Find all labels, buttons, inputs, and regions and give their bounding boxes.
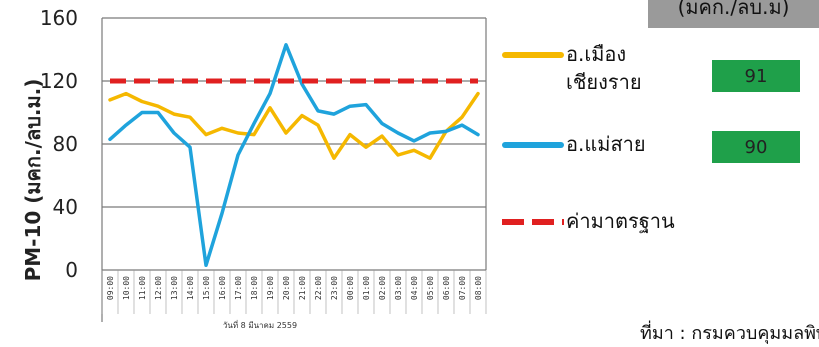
legend-item-muang: อ.เมือง เชียงราย bbox=[502, 40, 642, 96]
y-tick-label: 120 bbox=[40, 69, 78, 93]
x-tick-label: 22:00 bbox=[314, 276, 323, 300]
x-tick-label: 10:00 bbox=[122, 276, 131, 300]
legend-label-muang: อ.เมือง เชียงราย bbox=[566, 40, 642, 96]
x-tick-label: 01:00 bbox=[362, 276, 371, 300]
x-tick-label: 16:00 bbox=[218, 276, 227, 300]
x-tick-label: 11:00 bbox=[138, 276, 147, 300]
legend: อ.เมือง เชียงราย อ.แม่สาย ค่ามาตรฐาน bbox=[500, 0, 819, 336]
legend-swatch-standard bbox=[502, 219, 564, 225]
legend-label-muang-line1: อ.เมือง bbox=[566, 42, 627, 66]
series-line-1 bbox=[108, 43, 480, 268]
legend-swatch-muang bbox=[502, 52, 564, 58]
x-tick-label: 15:00 bbox=[202, 276, 211, 300]
x-axis-date-label: วันที่ 8 มีนาคม 2559 bbox=[223, 319, 297, 330]
x-tick-label: 07:00 bbox=[458, 276, 467, 300]
x-tick-label: 19:00 bbox=[266, 276, 275, 300]
x-tick-label: 08:00 bbox=[474, 276, 483, 300]
x-tick-label: 20:00 bbox=[282, 276, 291, 300]
series-lines bbox=[108, 43, 480, 268]
y-axis-label: PM-10 (มคก./ลบ.ม.) bbox=[21, 79, 45, 282]
x-tick-label: 03:00 bbox=[394, 276, 403, 300]
y-tick-label: 40 bbox=[53, 195, 78, 219]
y-tick-label: 80 bbox=[53, 132, 78, 156]
x-tick-label: 05:00 bbox=[426, 276, 435, 300]
x-tick-label: 14:00 bbox=[186, 276, 195, 300]
y-tick-label: 160 bbox=[40, 6, 78, 30]
x-tick-label: 12:00 bbox=[154, 276, 163, 300]
x-tick-label: 18:00 bbox=[250, 276, 259, 300]
legend-label-maesai: อ.แม่สาย bbox=[566, 132, 646, 156]
y-tick-label: 0 bbox=[65, 258, 78, 282]
x-tick-label: 21:00 bbox=[298, 276, 307, 300]
legend-swatch-maesai bbox=[502, 142, 564, 148]
x-tick-label: 00:00 bbox=[346, 276, 355, 300]
series-line-0 bbox=[108, 91, 480, 160]
value-box-maesai: 90 bbox=[712, 131, 800, 163]
x-tick-labels: 09:00 10:00 11:00 12:00 13:00 14:00 15:00 16:00… bbox=[106, 276, 483, 300]
chart: 0 40 80 120 160 09:00 10:00 11:00 12:00 13:00 14:… bbox=[21, 6, 487, 330]
y-tick-labels: 0 40 80 120 160 bbox=[40, 6, 78, 282]
x-tick-label: 04:00 bbox=[410, 276, 419, 300]
x-tick-label: 23:00 bbox=[330, 276, 339, 300]
x-tick-label: 17:00 bbox=[234, 276, 243, 300]
x-tick-label: 02:00 bbox=[378, 276, 387, 300]
unit-box: (มคก./ลบ.ม) bbox=[648, 0, 819, 28]
x-tick-label: 09:00 bbox=[106, 276, 115, 300]
legend-label-standard: ค่ามาตรฐาน bbox=[566, 209, 675, 233]
x-tick-label: 13:00 bbox=[170, 276, 179, 300]
legend-item-standard: ค่ามาตรฐาน bbox=[502, 207, 675, 235]
x-tick-label: 06:00 bbox=[442, 276, 451, 300]
legend-label-muang-line2: เชียงราย bbox=[566, 70, 642, 94]
source-text: ที่มา : กรมควบคุมมลพิษ bbox=[640, 323, 819, 344]
legend-item-maesai: อ.แม่สาย bbox=[502, 130, 646, 158]
grid-lines bbox=[101, 17, 487, 322]
value-box-muang: 91 bbox=[712, 60, 800, 92]
